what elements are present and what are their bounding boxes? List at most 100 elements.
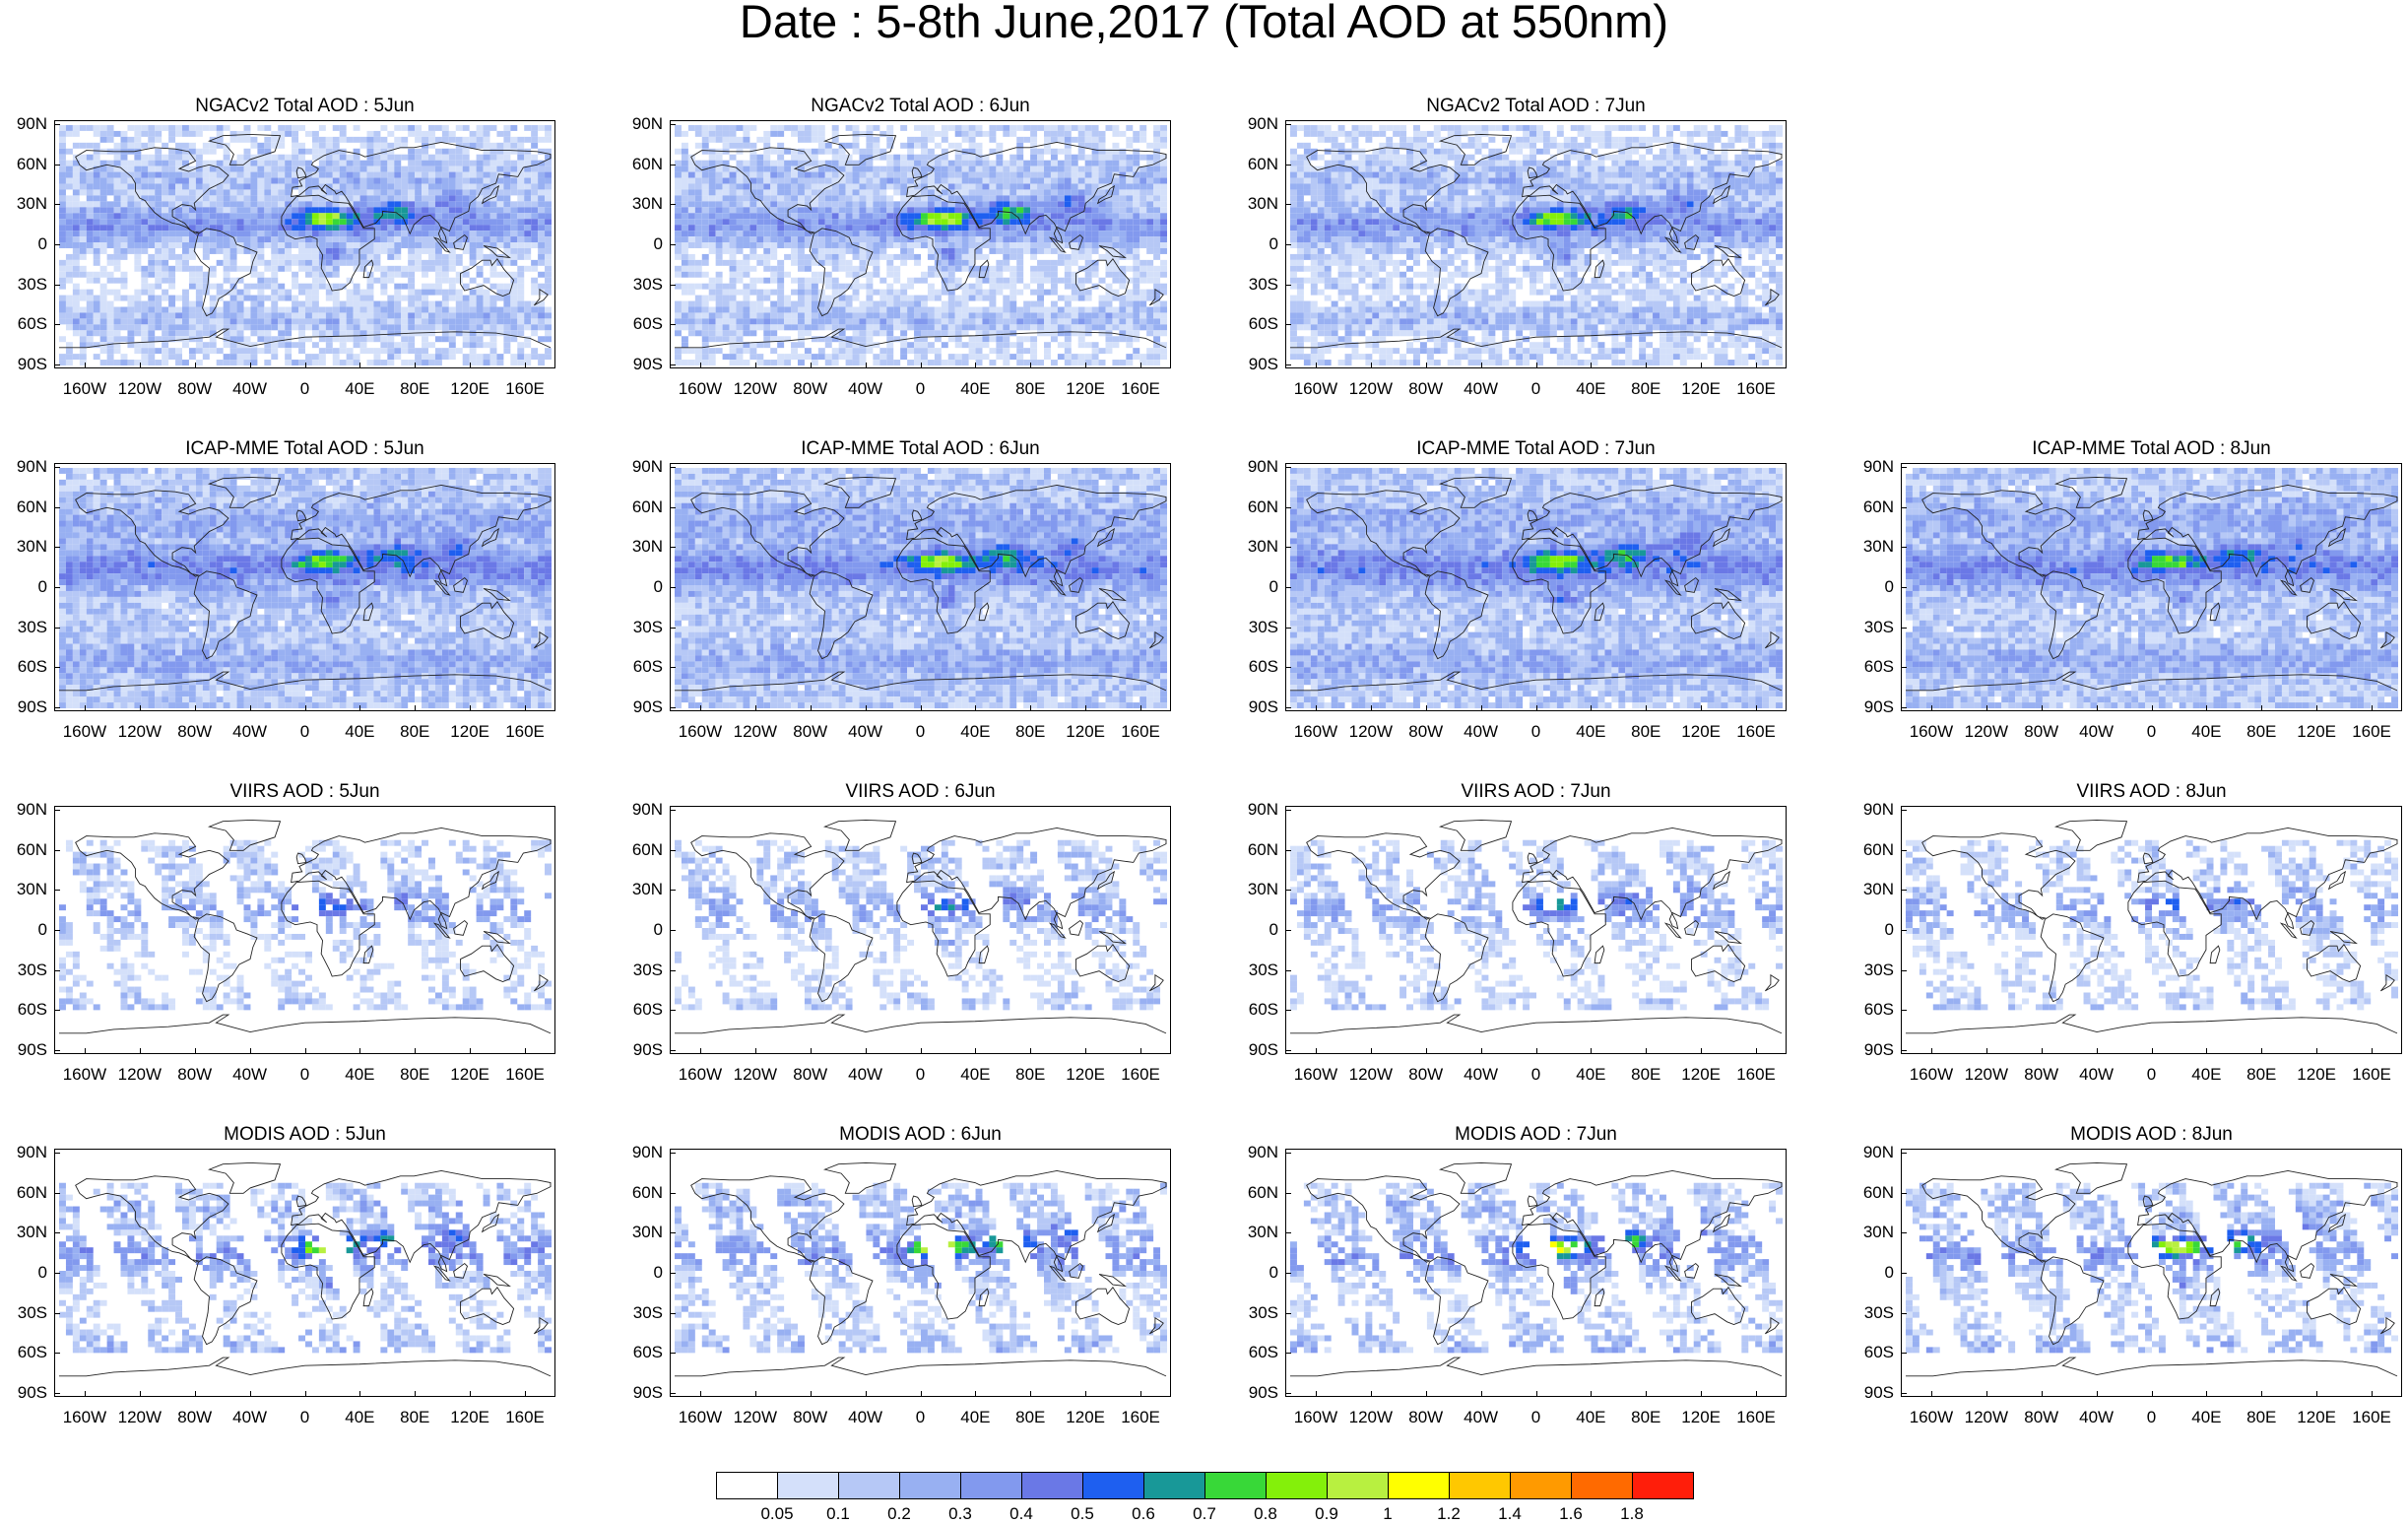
longitude-tick (1426, 705, 1427, 711)
latitude-tick (54, 628, 60, 629)
longitude-label: 0 (1507, 1065, 1566, 1085)
longitude-label: 160E (1111, 722, 1170, 742)
latitude-tick (1901, 1153, 1907, 1154)
panel-title: MODIS AOD : 7Jun (1285, 1123, 1787, 1147)
latitude-label: 90N (0, 1143, 47, 1162)
longitude-label: 80W (1397, 1065, 1456, 1085)
latitude-tick (670, 628, 676, 629)
latitude-label: 30S (1847, 618, 1894, 637)
panel-title: ICAP-MME Total AOD : 8Jun (1901, 437, 2402, 461)
longitude-label: 40E (330, 1065, 389, 1085)
aod-map (1286, 121, 1786, 367)
longitude-tick (470, 1391, 471, 1397)
longitude-tick (305, 1048, 306, 1054)
latitude-label: 90N (1231, 457, 1278, 477)
longitude-label: 120E (1671, 722, 1730, 742)
panel-title: ICAP-MME Total AOD : 7Jun (1285, 437, 1787, 461)
longitude-label: 0 (1507, 1408, 1566, 1427)
longitude-tick (415, 705, 416, 711)
latitude-tick (54, 1010, 60, 1011)
latitude-label: 90S (616, 1383, 663, 1403)
latitude-tick (54, 1050, 60, 1051)
longitude-label: 120W (1957, 722, 2016, 742)
latitude-label: 60S (0, 1343, 47, 1362)
longitude-label: 120E (1671, 1408, 1730, 1427)
longitude-label: 160W (1902, 1408, 1961, 1427)
panel-title: NGACv2 Total AOD : 5Jun (54, 95, 555, 118)
colorbar-swatch (1388, 1472, 1450, 1499)
longitude-label: 160E (1726, 379, 1786, 399)
latitude-label: 90S (0, 697, 47, 717)
longitude-tick (1756, 705, 1757, 711)
longitude-tick (415, 1048, 416, 1054)
longitude-tick (2316, 705, 2317, 711)
longitude-label: 40E (1561, 722, 1620, 742)
longitude-label: 40W (221, 722, 280, 742)
longitude-label: 120E (1056, 379, 1115, 399)
latitude-label: 60N (1847, 840, 1894, 860)
latitude-label: 30S (1847, 961, 1894, 980)
latitude-tick (1901, 1232, 1907, 1233)
colorbar-tick-label: 1.6 (1546, 1504, 1595, 1524)
longitude-label: 80E (1616, 379, 1675, 399)
aod-map (1286, 464, 1786, 710)
colorbar-tick-label: 0.4 (997, 1504, 1046, 1524)
latitude-tick (670, 850, 676, 851)
latitude-label: 0 (0, 1263, 47, 1283)
latitude-tick (670, 204, 676, 205)
map-frame (54, 1149, 555, 1397)
longitude-tick (1481, 1391, 1482, 1397)
latitude-tick (1285, 1393, 1291, 1394)
longitude-label: 160E (1726, 1065, 1786, 1085)
longitude-label: 40W (2067, 722, 2126, 742)
latitude-label: 90S (616, 355, 663, 374)
latitude-label: 90N (0, 800, 47, 820)
latitude-tick (670, 364, 676, 365)
latitude-tick (54, 285, 60, 286)
latitude-tick (54, 1313, 60, 1314)
latitude-tick (54, 1232, 60, 1233)
latitude-tick (670, 930, 676, 931)
longitude-tick (811, 1048, 812, 1054)
longitude-tick (921, 1048, 922, 1054)
longitude-tick (1030, 705, 1031, 711)
latitude-tick (1901, 1393, 1907, 1394)
longitude-tick (1140, 705, 1141, 711)
latitude-tick (670, 467, 676, 468)
latitude-label: 30S (0, 275, 47, 295)
colorbar-swatch (960, 1472, 1022, 1499)
latitude-tick (670, 1153, 676, 1154)
latitude-tick (1901, 547, 1907, 548)
latitude-tick (670, 587, 676, 588)
longitude-tick (525, 705, 526, 711)
latitude-tick (670, 1193, 676, 1194)
coastline-sumatra (1665, 923, 1680, 938)
longitude-label: 40W (221, 1065, 280, 1085)
longitude-tick (1986, 1048, 1987, 1054)
latitude-tick (1901, 1313, 1907, 1314)
longitude-label: 160W (55, 1065, 114, 1085)
longitude-tick (525, 363, 526, 368)
longitude-label: 80E (1001, 1065, 1060, 1085)
aod-map (55, 121, 554, 367)
longitude-tick (470, 363, 471, 368)
latitude-tick (670, 1353, 676, 1354)
longitude-label: 160E (2342, 1408, 2401, 1427)
longitude-tick (1030, 363, 1031, 368)
latitude-label: 90S (616, 697, 663, 717)
longitude-tick (921, 705, 922, 711)
longitude-label: 160W (55, 722, 114, 742)
longitude-label: 120E (1056, 1065, 1115, 1085)
longitude-tick (2152, 705, 2153, 711)
coastline-antarctica (1290, 1015, 1782, 1033)
latitude-label: 30N (0, 194, 47, 214)
longitude-label: 160W (671, 1408, 730, 1427)
longitude-label: 40W (1452, 722, 1511, 742)
longitude-label: 160W (55, 379, 114, 399)
longitude-tick (1931, 705, 1932, 711)
longitude-label: 40E (945, 379, 1005, 399)
coastline-greenland (209, 1162, 280, 1193)
